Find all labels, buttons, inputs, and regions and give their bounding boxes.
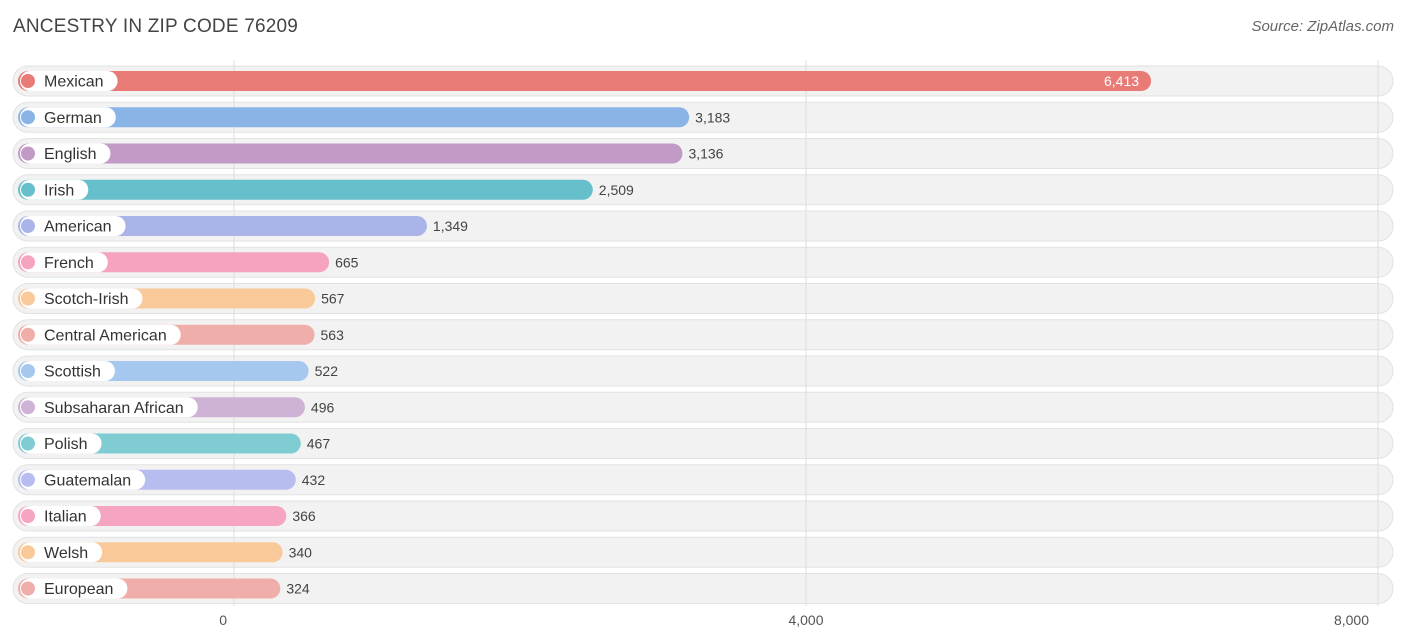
bar-dot <box>21 146 35 161</box>
bar-label: American <box>44 219 112 236</box>
bar-label: English <box>44 146 96 163</box>
bar-label-pill <box>20 288 143 309</box>
bar-label: Irish <box>44 182 74 199</box>
bar-label-pill <box>20 107 116 128</box>
bar-label-pill <box>20 71 118 91</box>
value-label: 3,183 <box>695 109 730 125</box>
row-track <box>12 428 1394 459</box>
bar-label-pill <box>20 216 126 236</box>
value-label: 522 <box>315 363 339 379</box>
bar <box>18 107 690 128</box>
bar-label-pill <box>20 361 115 381</box>
row-track <box>12 391 1394 423</box>
bar-dot <box>21 545 35 560</box>
value-label: 3,136 <box>688 146 723 162</box>
value-label: 467 <box>307 436 331 452</box>
bar-dot <box>21 219 35 233</box>
bar-dot <box>21 291 35 306</box>
bar-label-pill <box>20 252 108 273</box>
value-label: 340 <box>289 544 313 560</box>
bar-label: French <box>44 255 94 272</box>
bar-label-pill <box>20 397 198 418</box>
bar <box>18 179 593 200</box>
bar-label: Welsh <box>44 545 88 562</box>
row-track <box>12 283 1394 314</box>
source-label: Source: ZipAtlas.com <box>1251 18 1394 35</box>
value-label: 432 <box>302 472 326 488</box>
bar-dot <box>21 400 35 415</box>
bar-label: Central American <box>44 327 167 344</box>
bar-label-pill <box>20 143 111 164</box>
bar-label-pill <box>20 469 146 490</box>
bar-dot <box>21 436 35 451</box>
x-tick-label: 0 <box>219 612 227 628</box>
value-label: 1,349 <box>433 218 468 234</box>
bar-dot <box>21 327 35 342</box>
bar-label-pill <box>20 506 101 526</box>
row-track <box>12 573 1394 604</box>
bar-dot <box>21 364 35 378</box>
bar-label: Guatemalan <box>44 472 131 489</box>
bar-label: Polish <box>44 436 88 453</box>
chart-title: ANCESTRY IN ZIP CODE 76209 <box>13 16 299 37</box>
bar-label-pill <box>20 324 181 345</box>
row-track <box>12 500 1394 532</box>
bar-label: European <box>44 581 113 598</box>
bar-label: Scotch-Irish <box>44 291 128 308</box>
value-label: 6,413 <box>1104 73 1139 89</box>
bar-label: Mexican <box>44 74 104 91</box>
value-label: 324 <box>286 581 310 597</box>
bar-label: Scottish <box>44 364 101 381</box>
row-track <box>12 246 1394 278</box>
bar-label: Subsaharan African <box>44 400 184 417</box>
bar-label-pill <box>20 433 102 454</box>
bar-dot <box>21 255 35 270</box>
bar-label-pill <box>20 578 128 599</box>
bar-label-pill <box>20 179 89 200</box>
x-tick-label: 8,000 <box>1334 612 1369 628</box>
bar-dot <box>21 110 35 125</box>
bar-dot <box>21 182 35 197</box>
row-track <box>12 464 1394 496</box>
bar-dot <box>21 74 35 88</box>
value-label: 665 <box>335 254 359 270</box>
bar <box>18 71 1152 91</box>
value-label: 567 <box>321 291 345 307</box>
bar <box>18 143 683 164</box>
bar-dot <box>21 581 35 596</box>
row-track <box>12 536 1394 568</box>
row-track <box>12 355 1394 387</box>
value-label: 496 <box>311 399 335 415</box>
row-track <box>12 319 1394 351</box>
bar-dot <box>21 509 35 523</box>
value-label: 2,509 <box>599 182 634 198</box>
bar-label: German <box>44 110 102 127</box>
value-label: 366 <box>292 508 316 524</box>
bar-label: Italian <box>44 509 87 526</box>
value-label: 563 <box>321 327 345 343</box>
bar-label-pill <box>20 542 103 563</box>
bar-dot <box>21 472 35 487</box>
x-tick-label: 4,000 <box>788 612 823 628</box>
